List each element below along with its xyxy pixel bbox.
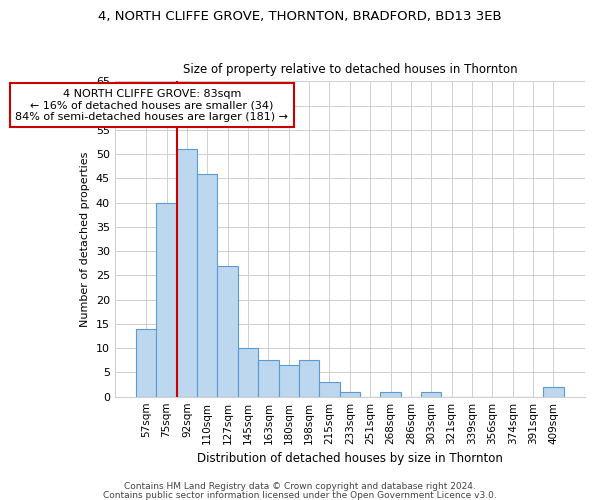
Text: Contains public sector information licensed under the Open Government Licence v3: Contains public sector information licen… (103, 490, 497, 500)
Bar (258, 360, 278, 396)
Bar (319, 382, 340, 396)
Bar (217, 266, 238, 396)
Bar (157, 202, 177, 396)
Text: 4 NORTH CLIFFE GROVE: 83sqm
← 16% of detached houses are smaller (34)
84% of sem: 4 NORTH CLIFFE GROVE: 83sqm ← 16% of det… (16, 88, 289, 122)
Text: 4, NORTH CLIFFE GROVE, THORNTON, BRADFORD, BD13 3EB: 4, NORTH CLIFFE GROVE, THORNTON, BRADFOR… (98, 10, 502, 23)
Bar (380, 392, 401, 396)
Bar (197, 174, 217, 396)
Bar (421, 392, 442, 396)
Bar (238, 348, 258, 397)
Bar (340, 392, 360, 396)
Y-axis label: Number of detached properties: Number of detached properties (80, 152, 90, 326)
Bar (543, 387, 563, 396)
Bar (136, 329, 157, 396)
X-axis label: Distribution of detached houses by size in Thornton: Distribution of detached houses by size … (197, 452, 503, 465)
Bar (177, 150, 197, 396)
Text: Contains HM Land Registry data © Crown copyright and database right 2024.: Contains HM Land Registry data © Crown c… (124, 482, 476, 491)
Bar (278, 365, 299, 396)
Bar (299, 360, 319, 396)
Title: Size of property relative to detached houses in Thornton: Size of property relative to detached ho… (182, 63, 517, 76)
